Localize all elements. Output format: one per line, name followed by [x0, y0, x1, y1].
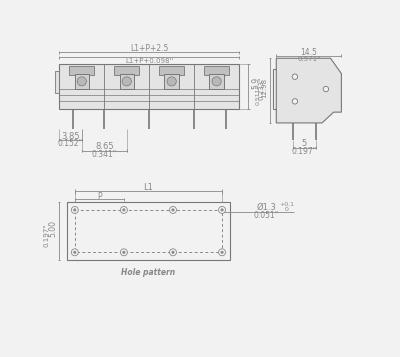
- Bar: [210, 74, 224, 89]
- Circle shape: [292, 99, 298, 104]
- Text: Hole pattern: Hole pattern: [121, 268, 176, 277]
- Circle shape: [172, 209, 174, 211]
- Circle shape: [167, 77, 176, 86]
- Circle shape: [120, 206, 127, 213]
- Text: 5.9: 5.9: [251, 77, 260, 89]
- Text: 0.341": 0.341": [92, 150, 117, 159]
- Circle shape: [77, 77, 86, 86]
- Circle shape: [212, 77, 221, 86]
- Bar: [59, 64, 239, 109]
- Text: L1+P+0.098'': L1+P+0.098'': [125, 57, 173, 64]
- Text: L1+P+2.5: L1+P+2.5: [130, 44, 168, 53]
- Text: 0.233": 0.233": [258, 77, 264, 100]
- Text: +0.1: +0.1: [279, 202, 294, 207]
- Circle shape: [170, 206, 176, 213]
- Text: 0: 0: [284, 207, 288, 212]
- Text: 0.051": 0.051": [254, 211, 279, 220]
- Text: 3.85: 3.85: [61, 131, 80, 141]
- Circle shape: [221, 209, 223, 211]
- Text: 5: 5: [302, 139, 307, 148]
- Bar: [56, 71, 59, 94]
- Bar: [75, 210, 222, 252]
- Polygon shape: [276, 58, 342, 123]
- Bar: [74, 74, 89, 89]
- Circle shape: [123, 209, 125, 211]
- Text: 8.65: 8.65: [95, 142, 114, 151]
- Circle shape: [123, 251, 125, 253]
- Bar: [70, 66, 94, 75]
- Text: 5.00: 5.00: [49, 220, 58, 237]
- Text: 0.197": 0.197": [44, 223, 50, 247]
- Circle shape: [218, 206, 226, 213]
- Text: 0.197": 0.197": [292, 147, 317, 156]
- Circle shape: [71, 249, 78, 256]
- Text: 0.152": 0.152": [58, 139, 83, 148]
- Bar: [67, 202, 230, 260]
- Bar: [120, 74, 134, 89]
- Circle shape: [74, 209, 76, 211]
- Text: P: P: [97, 192, 102, 201]
- Bar: [164, 74, 179, 89]
- Circle shape: [122, 77, 131, 86]
- Circle shape: [323, 86, 329, 92]
- Text: 14.5: 14.5: [300, 47, 317, 56]
- Text: 0.571": 0.571": [297, 56, 320, 62]
- Text: Ø1.3: Ø1.3: [256, 203, 276, 212]
- Text: 12.98: 12.98: [261, 77, 267, 97]
- Circle shape: [218, 249, 226, 256]
- Circle shape: [221, 251, 223, 253]
- Circle shape: [74, 251, 76, 253]
- Circle shape: [71, 206, 78, 213]
- Circle shape: [120, 249, 127, 256]
- Circle shape: [172, 251, 174, 253]
- Text: 0.511": 0.511": [255, 84, 260, 105]
- Bar: [159, 66, 184, 75]
- Bar: [204, 66, 229, 75]
- Circle shape: [292, 74, 298, 79]
- Bar: [114, 66, 139, 75]
- Text: L1: L1: [144, 183, 153, 192]
- Circle shape: [170, 249, 176, 256]
